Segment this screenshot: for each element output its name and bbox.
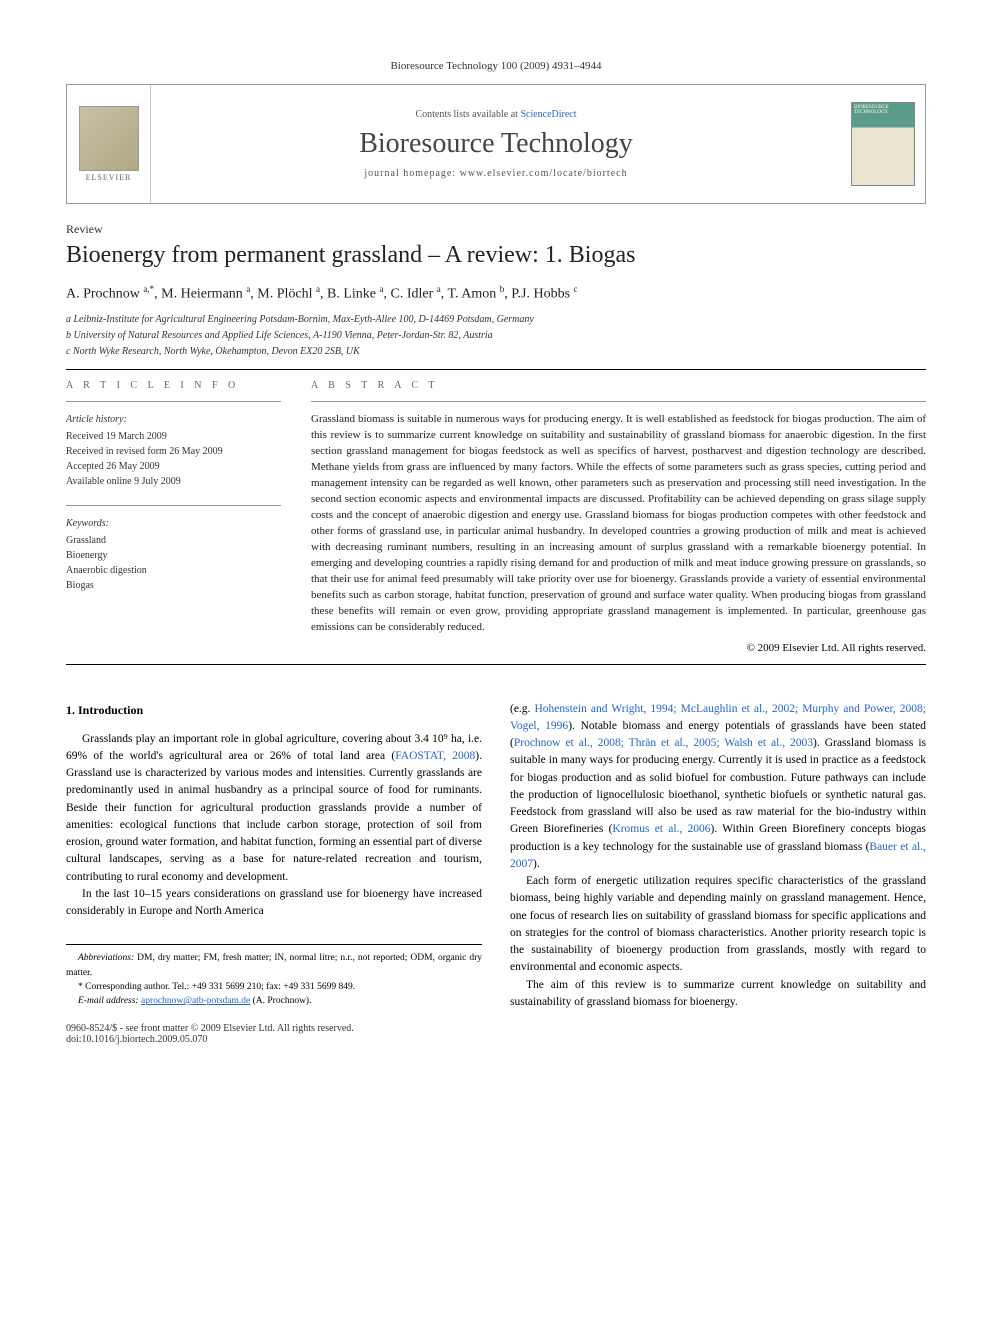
email-link[interactable]: aprochnow@atb-potsdam.de <box>141 996 250 1006</box>
footer-doi: doi:10.1016/j.biortech.2009.05.070 <box>66 1034 354 1045</box>
body-left-column: 1. Introduction Grasslands play an impor… <box>66 701 482 1012</box>
history-received: Received 19 March 2009 <box>66 429 281 444</box>
journal-cover-icon: BIORESOURCE TECHNOLOGY <box>851 102 915 186</box>
journal-header: ELSEVIER Contents lists available at Sci… <box>66 84 926 204</box>
abstract-column: A B S T R A C T Grassland biomass is sui… <box>311 380 926 653</box>
affiliation-c: c North Wyke Research, North Wyke, Okeha… <box>66 344 926 359</box>
publisher-name: ELSEVIER <box>86 173 132 182</box>
section-heading: 1. Introduction <box>66 701 482 719</box>
keywords-label: Keywords: <box>66 516 281 531</box>
info-rule <box>311 401 926 402</box>
history-label: Article history: <box>66 412 281 427</box>
footer-left: 0960-8524/$ - see front matter © 2009 El… <box>66 1023 354 1045</box>
keyword: Anaerobic digestion <box>66 563 281 578</box>
body-paragraph: (e.g. Hohenstein and Wright, 1994; McLau… <box>510 701 926 874</box>
publisher-logo-box: ELSEVIER <box>67 85 151 203</box>
contents-list-line: Contents lists available at ScienceDirec… <box>151 109 841 120</box>
email-label: E-mail address: <box>78 996 139 1006</box>
footer-front-matter: 0960-8524/$ - see front matter © 2009 El… <box>66 1023 354 1034</box>
body-paragraph: In the last 10–15 years considerations o… <box>66 886 482 921</box>
body-paragraph: Each form of energetic utilization requi… <box>510 873 926 977</box>
corr-label: * Corresponding author. <box>78 982 170 992</box>
affiliations: a Leibniz-Institute for Agricultural Eng… <box>66 312 926 359</box>
authors-list: A. Prochnow a,*, M. Heiermann a, M. Plöc… <box>66 284 926 303</box>
email-person: (A. Prochnow). <box>250 996 311 1006</box>
header-center: Contents lists available at ScienceDirec… <box>151 85 841 203</box>
abstract-copyright: © 2009 Elsevier Ltd. All rights reserved… <box>311 642 926 654</box>
history-revised: Received in revised form 26 May 2009 <box>66 444 281 459</box>
elsevier-tree-icon <box>79 106 139 171</box>
abbreviations-footnote: Abbreviations: DM, dry matter; FM, fresh… <box>66 951 482 980</box>
keyword: Grassland <box>66 533 281 548</box>
separator-rule <box>66 369 926 370</box>
homepage-prefix: journal homepage: <box>364 168 459 179</box>
abstract-text: Grassland biomass is suitable in numerou… <box>311 412 926 635</box>
body-right-column: (e.g. Hohenstein and Wright, 1994; McLau… <box>510 701 926 1012</box>
article-title: Bioenergy from permanent grassland – A r… <box>66 241 926 270</box>
history-online: Available online 9 July 2009 <box>66 474 281 489</box>
cover-thumbnail-box: BIORESOURCE TECHNOLOGY <box>841 85 925 203</box>
homepage-url: www.elsevier.com/locate/biortech <box>460 168 628 179</box>
journal-reference: Bioresource Technology 100 (2009) 4931–4… <box>66 60 926 72</box>
corresponding-author-footnote: * Corresponding author. Tel.: +49 331 56… <box>66 980 482 994</box>
affiliation-b: b University of Natural Resources and Ap… <box>66 328 926 343</box>
body-paragraph: Grasslands play an important role in glo… <box>66 731 482 886</box>
footnotes: Abbreviations: DM, dry matter; FM, fresh… <box>66 944 482 1008</box>
info-rule <box>66 505 281 506</box>
abstract-label: A B S T R A C T <box>311 380 926 391</box>
article-type: Review <box>66 222 926 237</box>
keyword: Bioenergy <box>66 548 281 563</box>
article-info-label: A R T I C L E I N F O <box>66 380 281 391</box>
sciencedirect-link[interactable]: ScienceDirect <box>520 109 576 120</box>
separator-rule <box>66 664 926 665</box>
page-footer: 0960-8524/$ - see front matter © 2009 El… <box>66 1023 926 1045</box>
corr-text: Tel.: +49 331 5699 210; fax: +49 331 569… <box>170 982 355 992</box>
article-info-column: A R T I C L E I N F O Article history: R… <box>66 380 281 653</box>
body-paragraph: The aim of this review is to summarize c… <box>510 977 926 1012</box>
article-history: Article history: Received 19 March 2009 … <box>66 412 281 489</box>
contents-prefix: Contents lists available at <box>415 109 520 120</box>
journal-homepage: journal homepage: www.elsevier.com/locat… <box>151 168 841 179</box>
abbrev-label: Abbreviations: <box>78 953 134 963</box>
journal-title: Bioresource Technology <box>151 128 841 160</box>
keyword: Biogas <box>66 578 281 593</box>
keywords-block: Keywords: Grassland Bioenergy Anaerobic … <box>66 516 281 593</box>
cover-label: BIORESOURCE TECHNOLOGY <box>854 105 889 115</box>
body-columns: 1. Introduction Grasslands play an impor… <box>66 701 926 1012</box>
info-rule <box>66 401 281 402</box>
history-accepted: Accepted 26 May 2009 <box>66 459 281 474</box>
affiliation-a: a Leibniz-Institute for Agricultural Eng… <box>66 312 926 327</box>
email-footnote: E-mail address: aprochnow@atb-potsdam.de… <box>66 994 482 1008</box>
